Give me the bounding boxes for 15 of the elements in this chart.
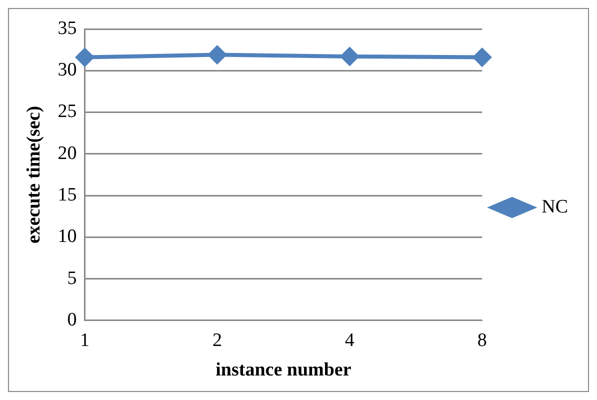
x-tick-label: 8 (477, 330, 487, 351)
x-axis-title: instance number (216, 360, 352, 381)
legend-label: NC (542, 196, 568, 218)
y-tick-label: 30 (58, 60, 77, 81)
y-tick-label: 0 (67, 309, 77, 330)
x-tick-label: 2 (212, 330, 222, 351)
y-axis-title: execute time(sec) (23, 106, 44, 244)
x-tick-label: 1 (80, 330, 90, 351)
y-tick-label: 25 (58, 101, 77, 122)
y-tick-label: 10 (58, 226, 77, 248)
y-tick-label: 35 (58, 18, 77, 39)
y-tick-label: 5 (67, 268, 77, 289)
y-tick-label: 20 (58, 142, 77, 164)
y-tick-label: 15 (58, 184, 77, 206)
x-tick-label: 4 (344, 330, 355, 351)
